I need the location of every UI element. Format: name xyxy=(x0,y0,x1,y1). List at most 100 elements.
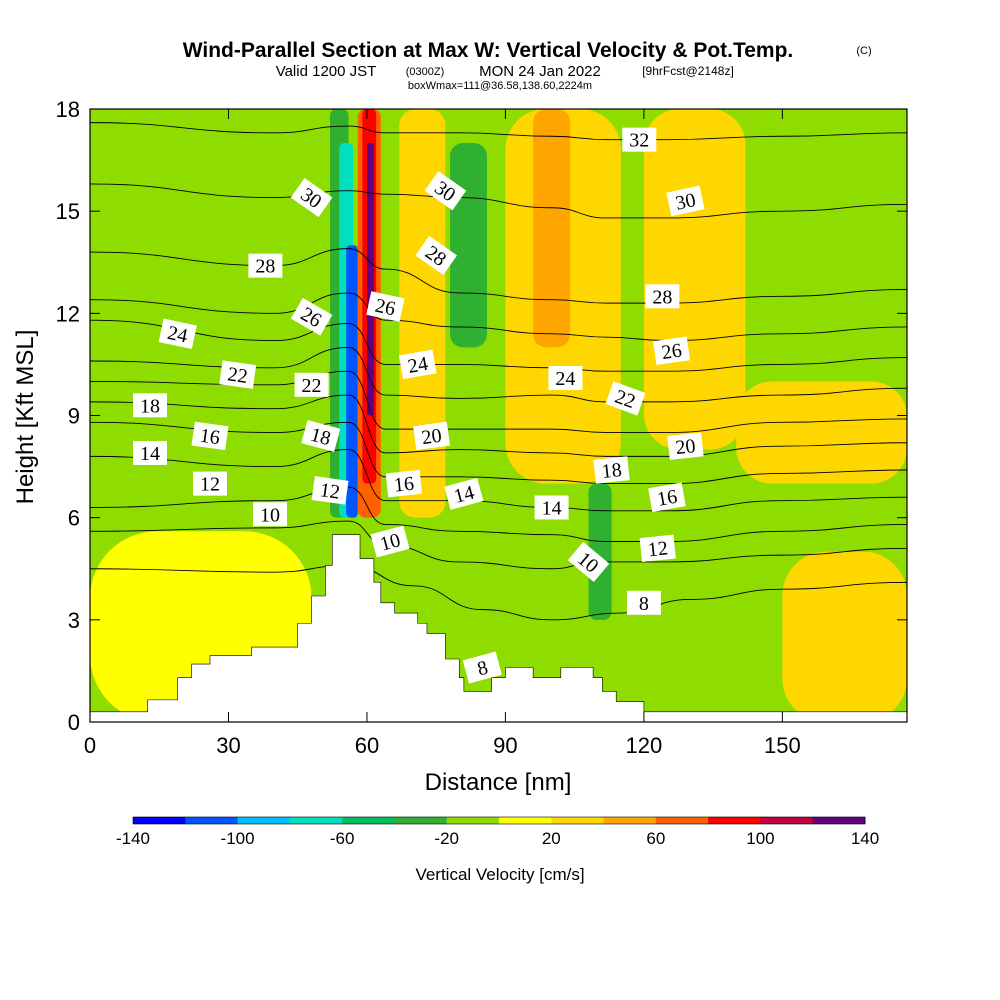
theta-label: 28 xyxy=(248,253,283,278)
colorbar-swatch xyxy=(655,817,709,824)
colorbar-swatch xyxy=(446,817,500,824)
theta-label: 20 xyxy=(413,421,451,451)
theta-label: 28 xyxy=(645,284,680,309)
theta-label: 24 xyxy=(548,366,583,391)
w-region xyxy=(533,109,571,348)
w-region xyxy=(588,483,612,620)
subtitle-forecast: [9hrFcst@2148z] xyxy=(642,64,734,78)
x-tick-label: 120 xyxy=(626,733,663,758)
theta-label: 18 xyxy=(301,419,341,452)
colorbar-tick-label: -140 xyxy=(116,829,150,848)
y-tick-label: 15 xyxy=(56,199,80,224)
colorbar-tick-label: 100 xyxy=(746,829,774,848)
theta-label: 24 xyxy=(158,318,197,350)
theta-label: 26 xyxy=(653,336,691,366)
theta-label-text: 16 xyxy=(198,425,221,450)
theta-label-text: 20 xyxy=(420,425,443,450)
colorbar-title: Vertical Velocity [cm/s] xyxy=(415,865,584,884)
colorbar-swatch xyxy=(760,817,814,824)
subtitle-valid: Valid 1200 JST xyxy=(276,63,377,80)
theta-label: 12 xyxy=(311,476,349,505)
theta-contour xyxy=(90,319,907,372)
theta-label-text: 32 xyxy=(629,130,649,152)
colorbar-swatch xyxy=(133,817,186,824)
theta-contour xyxy=(90,520,907,570)
y-tick-label: 0 xyxy=(68,710,80,735)
theta-label: 18 xyxy=(133,393,168,418)
theta-label: 10 xyxy=(253,502,288,527)
theta-label: 16 xyxy=(385,469,423,498)
subtitle-box-wmax: boxWmax=111@36.58,138.60,2224m xyxy=(408,80,592,92)
theta-label: 22 xyxy=(294,372,329,397)
theta-label-text: 16 xyxy=(393,473,415,497)
theta-contour xyxy=(90,292,907,342)
theta-label: 26 xyxy=(366,291,405,322)
x-tick-label: 150 xyxy=(764,733,801,758)
x-tick-label: 30 xyxy=(216,733,240,758)
chart-title: Wind-Parallel Section at Max W: Vertical… xyxy=(183,39,794,62)
theta-label-text: 26 xyxy=(373,295,397,321)
colorbar-swatch xyxy=(708,817,761,824)
theta-label-text: 24 xyxy=(406,353,430,378)
theta-contour xyxy=(90,183,907,219)
theta-label-text: 14 xyxy=(140,443,160,465)
colorbar-tick-label: -20 xyxy=(434,829,459,848)
x-tick-label: 0 xyxy=(84,733,96,758)
theta-label-text: 12 xyxy=(200,474,220,496)
colorbar-tick-label: -60 xyxy=(330,829,355,848)
y-axis-ticks: 0 3 6 9 12 15 18 xyxy=(56,97,907,735)
w-region xyxy=(782,551,907,722)
y-tick-label: 9 xyxy=(68,404,80,429)
colorbar-swatch xyxy=(603,817,657,824)
theta-label: 22 xyxy=(605,381,646,416)
theta-contour xyxy=(90,421,907,485)
colorbar-swatch xyxy=(812,817,866,824)
colorbar-swatch xyxy=(185,817,239,824)
y-tick-label: 12 xyxy=(56,301,80,326)
theta-label-text: 24 xyxy=(555,368,575,390)
theta-label: 14 xyxy=(534,495,569,520)
theta-label: 22 xyxy=(219,360,257,389)
theta-label: 20 xyxy=(667,432,704,460)
theta-label: 14 xyxy=(133,440,168,465)
w-region xyxy=(450,143,487,348)
theta-contour xyxy=(90,564,907,621)
theta-label: 32 xyxy=(622,127,657,152)
theta-label-text: 10 xyxy=(260,504,280,526)
theta-label-text: 12 xyxy=(647,537,669,561)
theta-contour xyxy=(90,394,907,457)
w-region xyxy=(346,245,358,518)
y-axis-label: Height [Kft MSL] xyxy=(12,330,39,505)
x-axis-label: Distance [nm] xyxy=(425,769,572,796)
theta-label-text: 30 xyxy=(674,189,698,215)
theta-contour xyxy=(90,486,907,542)
theta-label-text: 12 xyxy=(318,479,341,504)
colorbar-tick-label: -100 xyxy=(221,829,255,848)
colorbar-swatch xyxy=(342,817,395,824)
theta-label: 14 xyxy=(444,477,484,510)
colorbar-swatch xyxy=(394,817,448,824)
theta-label-text: 26 xyxy=(660,340,683,365)
theta-label-text: 18 xyxy=(140,395,160,417)
colorbar: -140 -100 -60 -20 20 60 100 140 xyxy=(116,816,879,848)
theta-contour xyxy=(90,346,907,403)
x-tick-label: 90 xyxy=(493,733,517,758)
subtitle: Valid 1200 JST (0300Z) MON 24 Jan 2022 [… xyxy=(276,63,734,80)
colorbar-frame xyxy=(132,816,866,825)
colorbar-tick-label: 60 xyxy=(646,829,665,848)
subtitle-date: MON 24 Jan 2022 xyxy=(479,63,601,80)
theta-label-text: 8 xyxy=(639,593,649,615)
y-tick-label: 3 xyxy=(68,608,80,633)
x-axis-ticks: 0 30 60 90 120 150 xyxy=(84,109,801,758)
copyright-mark: (C) xyxy=(856,45,871,57)
colorbar-swatch xyxy=(237,817,291,824)
terrain-shape xyxy=(89,534,908,723)
theta-label: 16 xyxy=(648,482,686,513)
theta-label-text: 16 xyxy=(655,486,679,511)
w-region xyxy=(399,109,446,518)
colorbar-swatch xyxy=(551,817,605,824)
colorbar-swatch xyxy=(289,817,343,824)
w-region xyxy=(643,109,746,450)
